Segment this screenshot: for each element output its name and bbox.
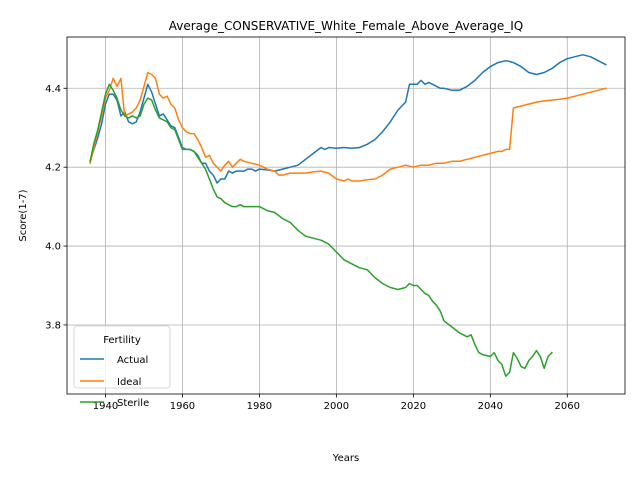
y-tick-label: 4.0 [45,242,61,253]
x-tick-label: 1940 [93,401,118,412]
series-line-sterile [89,83,553,377]
chart-title: Average_CONSERVATIVE_White_Female_Above_… [169,19,524,33]
x-tick-label: 1960 [170,401,195,412]
legend: Fertility Actual Ideal Sterile [73,325,171,409]
x-axis-label: Years [332,453,359,464]
series-line-ideal [89,71,607,182]
y-axis-label: Score(1-7) [18,189,29,241]
grid [67,37,625,394]
legend-label-ideal: Ideal [117,377,141,388]
y-tick-label: 4.4 [45,84,61,95]
y-tick-label: 4.2 [45,163,61,174]
y-axis: 3.8 4.0 4.2 4.4 [45,84,67,331]
plot-frame [66,36,626,395]
legend-label-actual: Actual [117,355,148,366]
x-axis: 1940 1960 1980 2000 2020 2040 2060 [93,394,580,412]
legend-title: Fertility [103,335,141,346]
series-line-actual [89,54,607,184]
x-tick-label: 2040 [478,401,503,412]
series-lines [89,54,607,377]
y-tick-label: 3.8 [45,320,61,331]
legend-box [73,325,171,389]
x-tick-label: 2020 [401,401,426,412]
x-tick-label: 2000 [324,401,349,412]
legend-label-sterile: Sterile [117,398,149,409]
x-tick-label: 1980 [247,401,272,412]
x-tick-label: 2060 [555,401,580,412]
